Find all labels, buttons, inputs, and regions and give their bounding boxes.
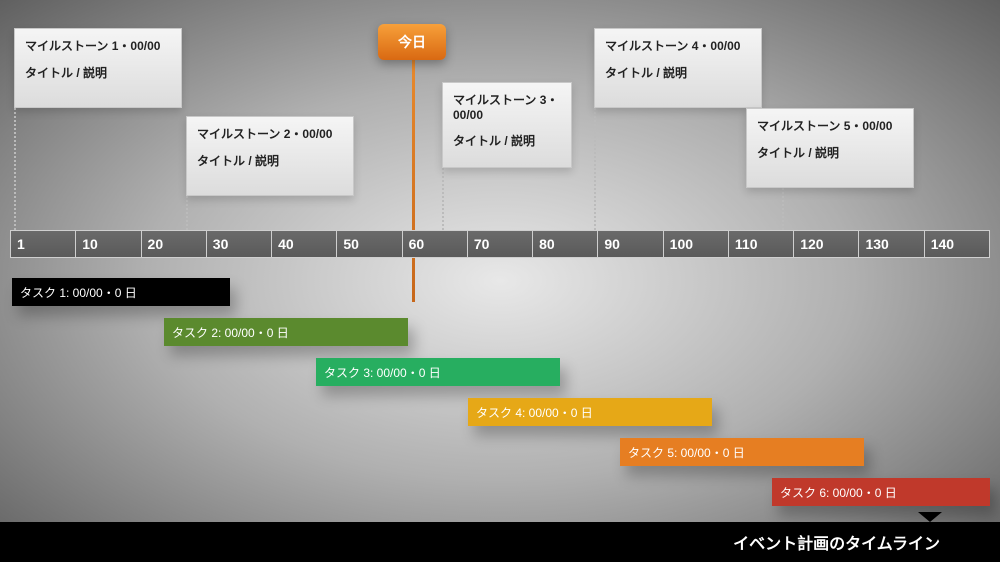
milestone-title: マイルストーン 4・00/00 xyxy=(605,37,751,54)
footer-bar: イベント計画のタイムライン xyxy=(0,522,1000,562)
task-bar: タスク 4: 00/00・0 日 xyxy=(468,398,712,426)
milestone-desc: タイトル / 説明 xyxy=(197,152,343,169)
axis-tick: 20 xyxy=(142,230,207,258)
task-bar: タスク 5: 00/00・0 日 xyxy=(620,438,864,466)
axis-tick: 60 xyxy=(403,230,468,258)
milestone-box: マイルストーン 5・00/00 タイトル / 説明 xyxy=(746,108,914,188)
axis-tick: 100 xyxy=(664,230,729,258)
task-bar: タスク 2: 00/00・0 日 xyxy=(164,318,408,346)
timeline-axis: 1102030405060708090100110120130140 xyxy=(10,230,990,258)
task-label: タスク 3: 00/00・0 日 xyxy=(324,364,441,381)
milestone-leader xyxy=(186,196,188,230)
milestone-desc: タイトル / 説明 xyxy=(25,64,171,81)
milestone-leader xyxy=(594,108,596,230)
milestone-leader xyxy=(14,108,16,230)
task-bar: タスク 3: 00/00・0 日 xyxy=(316,358,560,386)
footer-arrow-icon xyxy=(918,512,942,522)
task-label: タスク 4: 00/00・0 日 xyxy=(476,404,593,421)
milestone-leader xyxy=(782,188,784,230)
axis-tick: 30 xyxy=(207,230,272,258)
milestone-box: マイルストーン 4・00/00 タイトル / 説明 xyxy=(594,28,762,108)
milestone-desc: タイトル / 説明 xyxy=(605,64,751,81)
today-label: 今日 xyxy=(398,34,426,50)
axis-tick: 70 xyxy=(468,230,533,258)
task-label: タスク 1: 00/00・0 日 xyxy=(20,284,137,301)
axis-tick: 140 xyxy=(925,230,990,258)
milestone-desc: タイトル / 説明 xyxy=(453,132,561,149)
axis-tick: 130 xyxy=(859,230,924,258)
milestone-title: マイルストーン 1・00/00 xyxy=(25,37,171,54)
axis-tick: 80 xyxy=(533,230,598,258)
axis-tick: 90 xyxy=(598,230,663,258)
milestone-title: マイルストーン 3・00/00 xyxy=(453,91,561,122)
task-bar: タスク 1: 00/00・0 日 xyxy=(12,278,230,306)
axis-tick: 50 xyxy=(337,230,402,258)
today-marker-badge: 今日 xyxy=(378,24,446,60)
task-label: タスク 5: 00/00・0 日 xyxy=(628,444,745,461)
task-bar: タスク 6: 00/00・0 日 xyxy=(772,478,990,506)
timeline-canvas: マイルストーン 1・00/00タイトル / 説明マイルストーン 2・00/00タ… xyxy=(0,0,1000,562)
milestone-title: マイルストーン 2・00/00 xyxy=(197,125,343,142)
milestone-leader xyxy=(442,168,444,230)
milestone-box: マイルストーン 1・00/00 タイトル / 説明 xyxy=(14,28,182,108)
milestone-box: マイルストーン 2・00/00 タイトル / 説明 xyxy=(186,116,354,196)
today-marker-line xyxy=(412,56,415,302)
axis-tick: 1 xyxy=(10,230,76,258)
axis-tick: 40 xyxy=(272,230,337,258)
footer-title: イベント計画のタイムライン xyxy=(733,530,940,554)
milestone-desc: タイトル / 説明 xyxy=(757,144,903,161)
milestone-title: マイルストーン 5・00/00 xyxy=(757,117,903,134)
axis-tick: 110 xyxy=(729,230,794,258)
task-label: タスク 6: 00/00・0 日 xyxy=(780,484,897,501)
axis-tick: 120 xyxy=(794,230,859,258)
milestone-box: マイルストーン 3・00/00 タイトル / 説明 xyxy=(442,82,572,168)
axis-tick: 10 xyxy=(76,230,141,258)
task-label: タスク 2: 00/00・0 日 xyxy=(172,324,289,341)
